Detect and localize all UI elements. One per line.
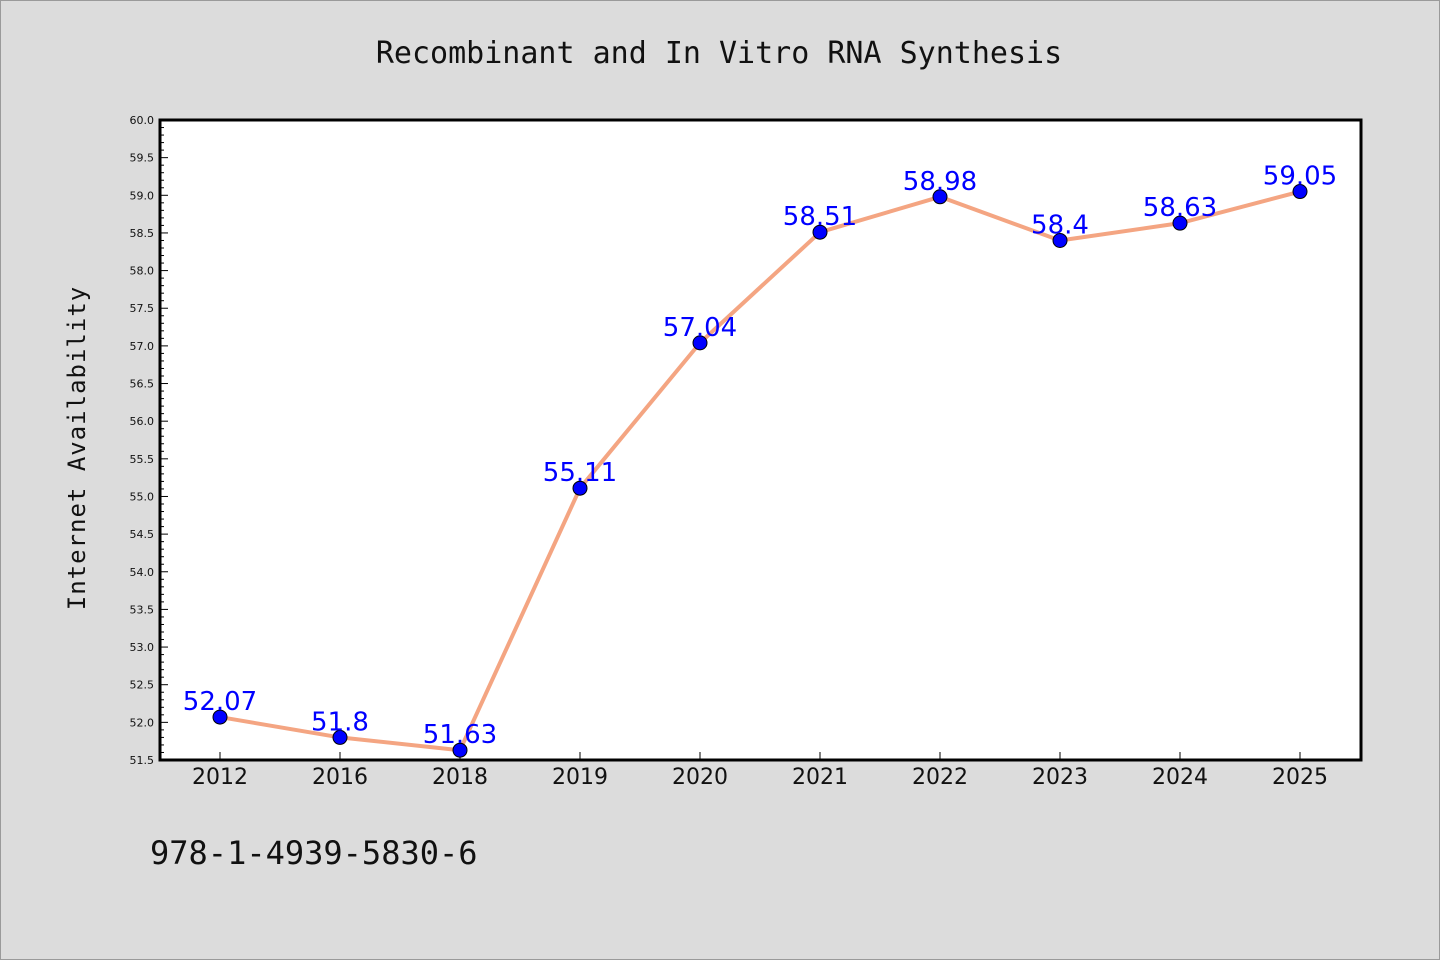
y-tick-label: 57.0 <box>130 340 155 353</box>
data-point <box>332 729 348 745</box>
isbn-text: 978-1-4939-5830-6 <box>150 834 478 872</box>
x-tick-label: 2016 <box>312 765 368 790</box>
y-tick-label: 52.0 <box>130 716 155 729</box>
x-tick-label: 2019 <box>552 765 608 790</box>
data-point <box>812 224 828 240</box>
y-tick-label: 58.5 <box>130 227 155 240</box>
data-label: 58.98 <box>903 167 977 197</box>
y-axis-label: Internet Availability <box>63 286 91 610</box>
data-label: 58.4 <box>1031 210 1089 240</box>
data-label: 55.11 <box>543 458 617 488</box>
y-tick-label: 57.5 <box>130 302 155 315</box>
y-tick-label: 58.0 <box>130 265 155 278</box>
x-tick-label: 2018 <box>432 765 488 790</box>
data-label: 57.04 <box>663 313 737 343</box>
data-labels-group: 52.07 51.8 51.63 55.11 57.04 58.51 58.98 58.4 58… <box>183 162 1337 751</box>
data-point <box>1052 232 1068 248</box>
x-tick-label: 2025 <box>1272 765 1328 790</box>
data-point <box>1172 215 1188 231</box>
y-tick-label: 54.0 <box>130 566 155 579</box>
series-line <box>218 189 1302 753</box>
y-tick-label: 53.5 <box>130 603 155 616</box>
chart-title: Recombinant and In Vitro RNA Synthesis <box>376 36 1062 71</box>
series-line-group <box>218 189 1302 753</box>
data-label: 58.63 <box>1143 193 1217 223</box>
y-tick-label: 52.5 <box>130 679 155 692</box>
y-tick-label: 54.5 <box>130 528 155 541</box>
markers-group <box>212 184 1308 758</box>
x-axis: 2012 2016 2018 2019 2020 2021 2022 2023 2024 2025 <box>192 752 1328 790</box>
data-point <box>932 189 948 205</box>
data-label: 52.07 <box>183 687 257 717</box>
x-tick-label: 2022 <box>912 765 968 790</box>
y-tick-label: 59.5 <box>130 152 155 165</box>
y-tick-label: 55.5 <box>130 453 155 466</box>
data-label: 51.63 <box>423 720 497 750</box>
data-point <box>452 742 468 758</box>
y-tick-label: 56.5 <box>130 378 155 391</box>
y-axis: 51.5 52.0 52.5 53.0 53.5 54.0 54.5 55.0 55.5 56.0… <box>130 114 168 767</box>
y-tick-label: 60.0 <box>130 114 155 127</box>
data-label: 58.51 <box>783 202 857 232</box>
y-tick-label: 56.0 <box>130 415 155 428</box>
x-tick-label: 2023 <box>1032 765 1088 790</box>
data-point <box>572 480 588 496</box>
data-label: 51.8 <box>311 707 369 737</box>
data-label: 59.05 <box>1263 162 1337 192</box>
x-tick-label: 2021 <box>792 765 848 790</box>
y-tick-label: 59.0 <box>130 189 155 202</box>
y-tick-label: 51.5 <box>130 754 155 767</box>
x-tick-label: 2024 <box>1152 765 1208 790</box>
y-tick-label: 53.0 <box>130 641 155 654</box>
data-point <box>1292 184 1308 200</box>
y-tick-label: 55.0 <box>130 490 155 503</box>
data-point <box>692 335 708 351</box>
data-point <box>212 709 228 725</box>
x-tick-label: 2020 <box>672 765 728 790</box>
x-tick-label: 2012 <box>192 765 248 790</box>
